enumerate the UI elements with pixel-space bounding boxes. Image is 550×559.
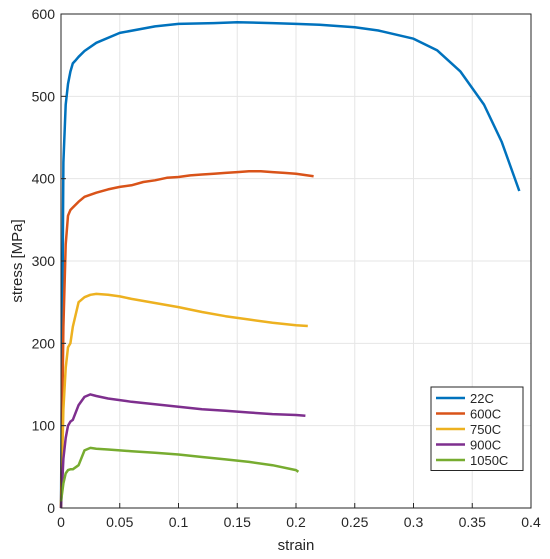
y-tick-label: 100 (32, 418, 56, 434)
x-tick-label: 0.3 (404, 514, 424, 530)
axis-ticks: 0 0.05 0.1 0.15 0.2 0.25 0.3 0.35 0.4 0 100 200 300 4… (32, 6, 541, 530)
series-line-22c (59, 20, 521, 509)
y-tick-label: 0 (47, 500, 55, 516)
series-line-750c (59, 292, 308, 509)
y-axis-label: stress [MPa] (9, 219, 26, 302)
y-tick-label: 600 (32, 6, 56, 22)
x-tick-label: 0.35 (459, 514, 486, 530)
series-line-900c (59, 393, 306, 509)
y-tick-label: 200 (32, 335, 56, 351)
legend-label: 600C (470, 407, 501, 422)
y-tick-label: 500 (32, 88, 56, 104)
series-line-600c (59, 170, 314, 509)
x-tick-label: 0.2 (286, 514, 306, 530)
legend-label: 22C (470, 391, 494, 406)
legend-label: 750C (470, 422, 501, 437)
x-tick-label: 0.25 (341, 514, 368, 530)
x-tick-label: 0.1 (169, 514, 189, 530)
y-tick-label: 300 (32, 253, 56, 269)
series-lines (59, 20, 521, 509)
x-tick-label: 0.15 (224, 514, 251, 530)
x-axis-label: strain (278, 537, 315, 554)
y-tick-label: 400 (32, 171, 56, 187)
series-line-1050c (59, 446, 300, 502)
grid-lines (60, 13, 532, 509)
x-tick-label: 0.4 (521, 514, 541, 530)
x-tick-label: 0 (57, 514, 65, 530)
legend-label: 1050C (470, 453, 508, 468)
legend-label: 900C (470, 438, 501, 453)
x-tick-label: 0.05 (106, 514, 133, 530)
